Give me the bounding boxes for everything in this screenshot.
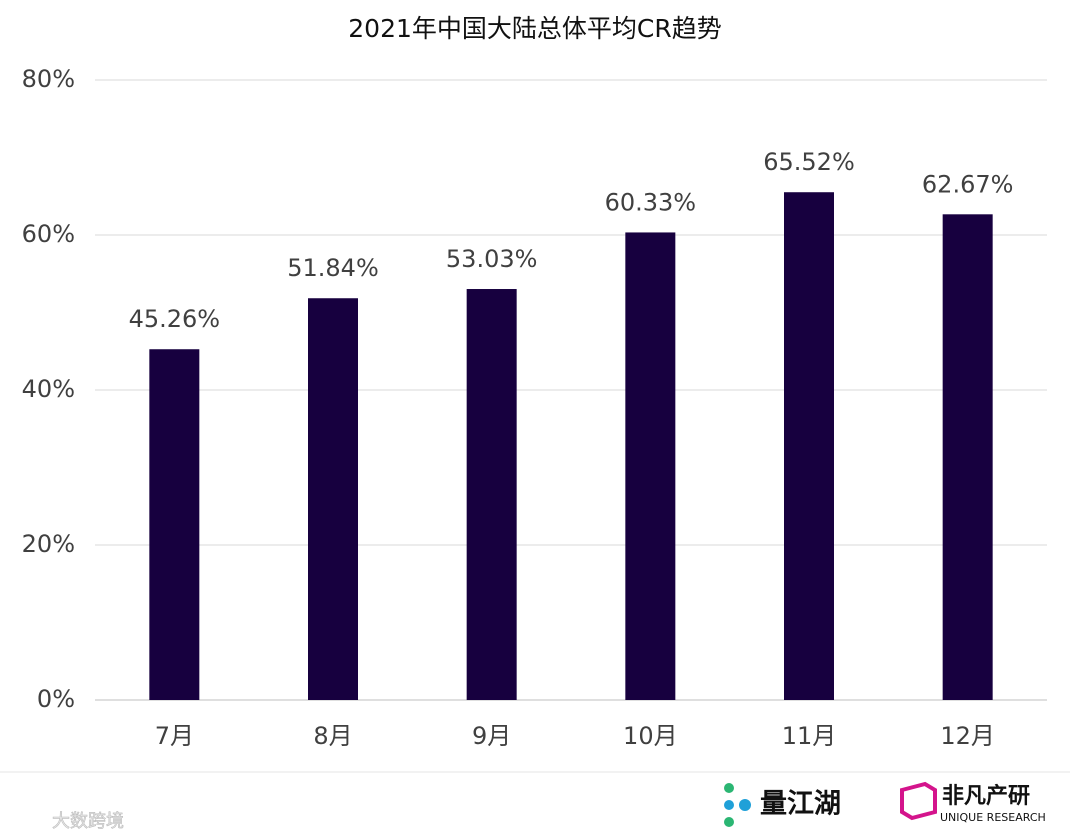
x-tick-label: 9月 bbox=[472, 722, 511, 750]
y-tick-label: 0% bbox=[37, 685, 75, 713]
logo-right: 非凡产研 UNIQUE RESEARCH bbox=[900, 781, 1046, 824]
x-tick-label: 8月 bbox=[313, 722, 352, 750]
value-label: 51.84% bbox=[287, 254, 379, 282]
logo-dot bbox=[724, 817, 734, 827]
x-tick-label: 11月 bbox=[782, 722, 837, 750]
y-tick-label: 40% bbox=[22, 375, 75, 403]
logo-text: 非凡产研 bbox=[942, 784, 1030, 809]
x-tick-label: 10月 bbox=[623, 722, 678, 750]
value-label: 62.67% bbox=[922, 170, 1014, 198]
logo-dot bbox=[724, 783, 734, 793]
logo-dot bbox=[739, 799, 751, 811]
bar bbox=[308, 298, 358, 700]
bar bbox=[784, 192, 834, 700]
logo-left: 量江湖 bbox=[724, 783, 841, 827]
bar bbox=[466, 289, 517, 700]
logo-subtext: UNIQUE RESEARCH bbox=[940, 811, 1046, 824]
value-label: 60.33% bbox=[605, 188, 697, 216]
watermark: 大数跨境 bbox=[52, 811, 124, 832]
logo-mark bbox=[900, 781, 937, 821]
bar bbox=[625, 232, 676, 700]
logo-text: 量江湖 bbox=[760, 789, 841, 820]
value-label: 45.26% bbox=[129, 305, 221, 333]
x-tick-label: 12月 bbox=[940, 722, 995, 750]
x-tick-label: 7月 bbox=[155, 722, 194, 750]
bar bbox=[942, 214, 993, 700]
logo-dot bbox=[724, 800, 734, 810]
y-tick-label: 80% bbox=[22, 65, 75, 93]
chart-title: 2021年中国大陆总体平均CR趋势 bbox=[348, 14, 721, 43]
bar bbox=[149, 349, 200, 700]
y-tick-label: 20% bbox=[22, 530, 75, 558]
value-label: 53.03% bbox=[446, 245, 538, 273]
y-tick-label: 60% bbox=[22, 220, 75, 248]
value-label: 65.52% bbox=[763, 148, 855, 176]
